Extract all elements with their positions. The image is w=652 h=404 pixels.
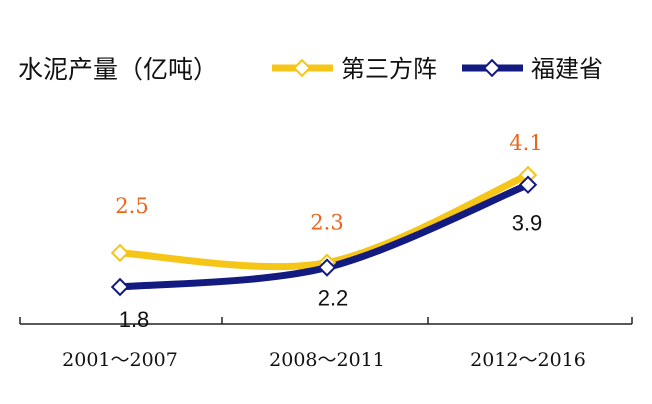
series-2-data-label-3: 3.9 (512, 211, 543, 236)
x-axis: 2001～2007 2008～2011 2012～2016 (19, 317, 633, 371)
series-1-data-label-2: 2.3 (310, 211, 343, 235)
series-2-point-3 (518, 175, 538, 194)
series-1-point-1 (110, 243, 130, 263)
series-2-point-1 (110, 277, 130, 297)
legend-label-series-1: 第三方阵 (341, 56, 437, 83)
legend: 第三方阵 福建省 (272, 56, 603, 83)
x-axis-tick-labels: 2001～2007 2008～2011 2012～2016 (62, 349, 586, 371)
legend-item-series-1: 第三方阵 (272, 56, 437, 83)
data-labels: 2.5 2.3 4.1 1.8 2.2 3.9 (115, 131, 542, 332)
series-2-point-2 (317, 258, 337, 277)
series-2-data-label-2: 2.2 (318, 286, 349, 311)
x-tick-label-2: 2008～2011 (269, 349, 385, 371)
series-1-point-3 (518, 165, 538, 185)
series-1-data-label-3: 4.1 (509, 131, 542, 155)
x-tick-label-1: 2001～2007 (62, 349, 178, 371)
x-tick-label-3: 2012～2016 (470, 349, 586, 371)
legend-marker-series-1 (292, 58, 312, 78)
chart-title: 水泥产量（亿吨） (18, 56, 218, 84)
legend-label-series-2: 福建省 (531, 56, 603, 83)
x-axis-ticks (19, 317, 633, 324)
legend-marker-series-2 (482, 58, 502, 78)
series-1-data-label-1: 2.5 (115, 194, 148, 218)
series-2-data-label-1: 1.8 (119, 307, 150, 332)
series-layer (110, 165, 538, 297)
legend-item-series-2: 福建省 (462, 56, 603, 83)
